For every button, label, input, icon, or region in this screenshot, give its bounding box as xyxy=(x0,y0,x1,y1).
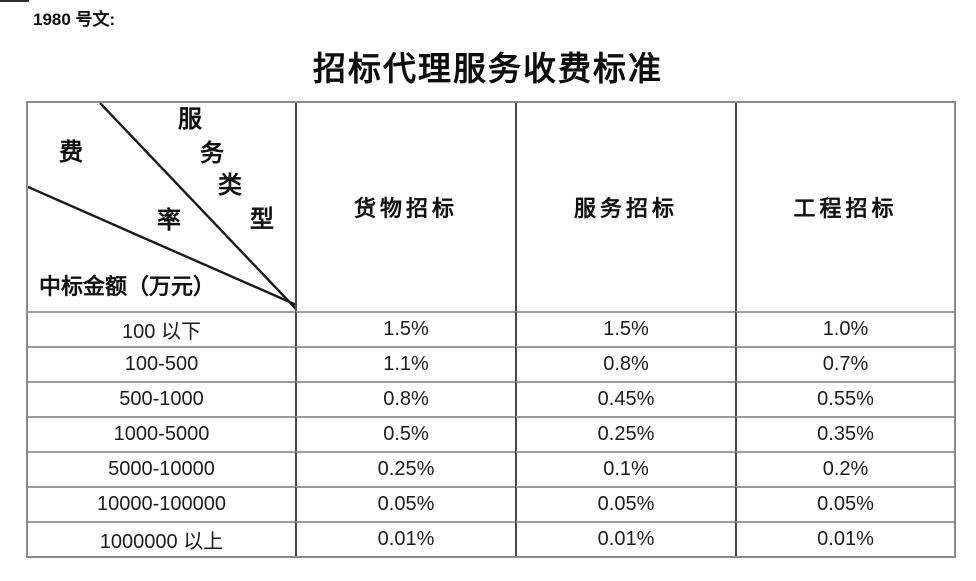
rate-cell: 0.1% xyxy=(515,451,735,486)
rate-cell: 0.7% xyxy=(735,346,954,381)
amount-range-cell: 1000-5000 xyxy=(28,416,295,451)
corner-label-fee-char-1: 费 xyxy=(59,140,83,166)
amount-range-cell: 100 以下 xyxy=(28,311,295,346)
rate-cell: 0.05% xyxy=(515,486,735,521)
corner-label-service-char-2: 务 xyxy=(200,141,224,167)
diagonal-corner-cell: 服 务 类 型 费 率 中标金额（万元） xyxy=(28,103,295,311)
amount-range-cell: 5000-10000 xyxy=(28,451,295,486)
corner-amount-label: 中标金额（万元） xyxy=(39,274,216,299)
rate-cell: 1.1% xyxy=(295,346,515,381)
amount-range-cell: 1000000 以上 xyxy=(28,521,295,556)
rate-cell: 0.25% xyxy=(515,416,735,451)
rate-cell: 1.0% xyxy=(735,311,954,346)
rate-cell: 0.8% xyxy=(295,381,515,416)
amount-range-cell: 500-1000 xyxy=(28,381,295,416)
rate-cell: 0.35% xyxy=(735,416,954,451)
rate-cell: 0.01% xyxy=(515,521,735,556)
doc-number-label: 1980 号文: xyxy=(33,10,116,29)
rate-cell: 0.2% xyxy=(735,451,954,486)
rate-cell: 0.45% xyxy=(515,381,735,416)
amount-range-cell: 100-500 xyxy=(28,346,295,381)
rate-cell: 0.05% xyxy=(735,486,954,521)
column-header-goods: 货物招标 xyxy=(295,103,515,311)
column-header-services: 服务招标 xyxy=(515,103,735,311)
rate-cell: 1.5% xyxy=(515,311,735,346)
rate-cell: 0.05% xyxy=(295,486,515,521)
rate-cell: 0.01% xyxy=(735,521,954,556)
diagonal-split-lines xyxy=(28,103,295,310)
page-title: 招标代理服务收费标准 xyxy=(313,52,663,88)
rate-cell: 0.5% xyxy=(295,416,515,451)
amount-range-cell: 10000-100000 xyxy=(28,486,295,521)
corner-label-service-char-3: 类 xyxy=(218,173,242,199)
corner-label-fee-char-2: 率 xyxy=(157,208,181,234)
page-edge-artifact xyxy=(0,0,29,2)
column-header-works: 工程招标 xyxy=(735,103,954,311)
fee-standard-table: 服 务 类 型 费 率 中标金额（万元） 货物招标 服务招标 工程招标 100 … xyxy=(26,101,956,558)
rate-cell: 0.8% xyxy=(515,346,735,381)
corner-label-service-char-4: 型 xyxy=(250,207,274,233)
rate-cell: 0.25% xyxy=(295,451,515,486)
corner-label-service-char-1: 服 xyxy=(178,107,202,133)
rate-cell: 0.55% xyxy=(735,381,954,416)
rate-cell: 0.01% xyxy=(295,521,515,556)
rate-cell: 1.5% xyxy=(295,311,515,346)
